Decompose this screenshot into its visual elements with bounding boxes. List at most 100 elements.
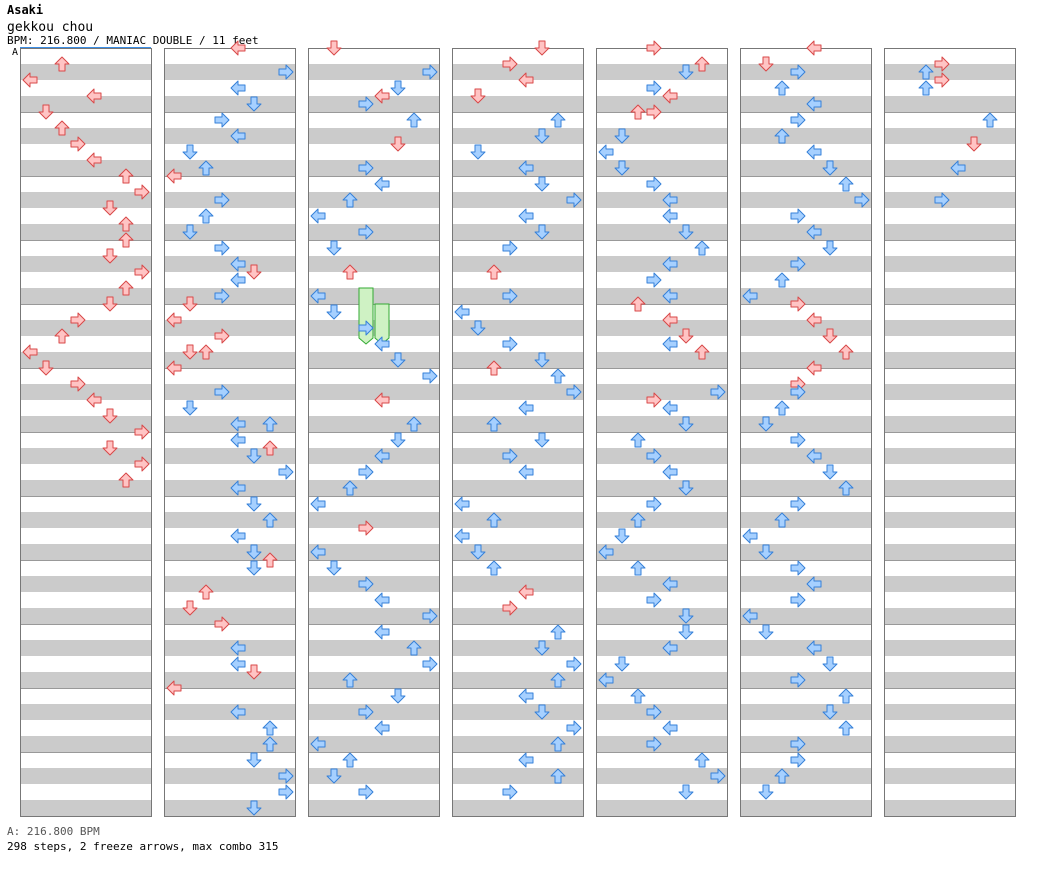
right-arrow-icon — [358, 464, 374, 480]
right-arrow-icon — [358, 320, 374, 336]
left-arrow-icon — [950, 160, 966, 176]
down-arrow-icon — [614, 656, 630, 672]
right-arrow-icon — [358, 520, 374, 536]
beat-stripe — [740, 416, 872, 432]
beat-stripe — [596, 352, 728, 368]
beat-stripe — [308, 640, 440, 656]
left-arrow-icon — [230, 704, 246, 720]
left-arrow-icon — [806, 448, 822, 464]
beat-stripe — [884, 96, 1016, 112]
beat-stripe — [596, 128, 728, 144]
up-arrow-icon — [118, 216, 134, 232]
down-arrow-icon — [534, 176, 550, 192]
beat-stripe — [884, 416, 1016, 432]
up-arrow-icon — [486, 360, 502, 376]
right-arrow-icon — [566, 192, 582, 208]
beat-stripe — [596, 192, 728, 208]
column-border — [596, 48, 728, 817]
beat-stripe — [884, 800, 1016, 816]
beat-stripe — [884, 384, 1016, 400]
left-arrow-icon — [230, 656, 246, 672]
up-arrow-icon — [342, 192, 358, 208]
up-arrow-icon — [774, 80, 790, 96]
beat-stripe — [164, 96, 296, 112]
beat-stripe — [308, 800, 440, 816]
up-arrow-icon — [262, 512, 278, 528]
up-arrow-icon — [198, 584, 214, 600]
beat-stripe — [884, 288, 1016, 304]
right-arrow-icon — [278, 768, 294, 784]
up-arrow-icon — [406, 112, 422, 128]
beat-stripe — [740, 768, 872, 784]
beat-stripe — [20, 800, 152, 816]
beat-stripe — [740, 448, 872, 464]
right-arrow-icon — [422, 64, 438, 80]
right-arrow-icon — [646, 392, 662, 408]
beat-stripe — [884, 64, 1016, 80]
left-arrow-icon — [662, 312, 678, 328]
up-arrow-icon — [342, 672, 358, 688]
chart-column-5 — [596, 48, 728, 817]
beat-stripe — [20, 288, 152, 304]
beat-stripe — [596, 736, 728, 752]
beat-stripe — [164, 160, 296, 176]
left-arrow-icon — [310, 288, 326, 304]
down-arrow-icon — [102, 296, 118, 312]
up-arrow-icon — [630, 296, 646, 312]
up-arrow-icon — [918, 80, 934, 96]
right-arrow-icon — [278, 64, 294, 80]
down-arrow-icon — [678, 224, 694, 240]
left-arrow-icon — [230, 640, 246, 656]
beat-stripe — [740, 224, 872, 240]
beat-stripe — [20, 640, 152, 656]
down-arrow-icon — [758, 784, 774, 800]
beat-stripe — [452, 352, 584, 368]
right-arrow-icon — [358, 160, 374, 176]
beat-stripe — [164, 128, 296, 144]
beat-stripe — [164, 320, 296, 336]
down-arrow-icon — [614, 128, 630, 144]
beat-stripe — [884, 512, 1016, 528]
beat-stripe — [596, 384, 728, 400]
beat-stripe — [740, 192, 872, 208]
right-arrow-icon — [566, 656, 582, 672]
beat-stripe — [740, 96, 872, 112]
up-arrow-icon — [486, 416, 502, 432]
up-arrow-icon — [118, 232, 134, 248]
left-arrow-icon — [166, 312, 182, 328]
right-arrow-icon — [70, 376, 86, 392]
left-arrow-icon — [230, 528, 246, 544]
up-arrow-icon — [118, 280, 134, 296]
up-arrow-icon — [694, 240, 710, 256]
right-arrow-icon — [358, 704, 374, 720]
up-arrow-icon — [550, 768, 566, 784]
down-arrow-icon — [182, 600, 198, 616]
column-border — [20, 48, 152, 817]
left-arrow-icon — [806, 144, 822, 160]
up-arrow-icon — [262, 736, 278, 752]
left-arrow-icon — [518, 584, 534, 600]
down-arrow-icon — [246, 752, 262, 768]
down-arrow-icon — [534, 224, 550, 240]
right-arrow-icon — [790, 560, 806, 576]
down-arrow-icon — [966, 136, 982, 152]
left-arrow-icon — [518, 752, 534, 768]
right-arrow-icon — [790, 736, 806, 752]
right-arrow-icon — [358, 784, 374, 800]
left-arrow-icon — [662, 576, 678, 592]
right-arrow-icon — [566, 720, 582, 736]
beat-stripe — [596, 544, 728, 560]
beat-stripe — [20, 576, 152, 592]
beat-stripe — [308, 224, 440, 240]
down-arrow-icon — [182, 344, 198, 360]
right-arrow-icon — [790, 256, 806, 272]
up-arrow-icon — [774, 272, 790, 288]
up-arrow-icon — [694, 56, 710, 72]
beat-stripe — [20, 160, 152, 176]
right-arrow-icon — [646, 80, 662, 96]
up-arrow-icon — [198, 344, 214, 360]
left-arrow-icon — [662, 720, 678, 736]
right-arrow-icon — [790, 496, 806, 512]
beat-stripe — [452, 768, 584, 784]
beat-stripe — [164, 64, 296, 80]
